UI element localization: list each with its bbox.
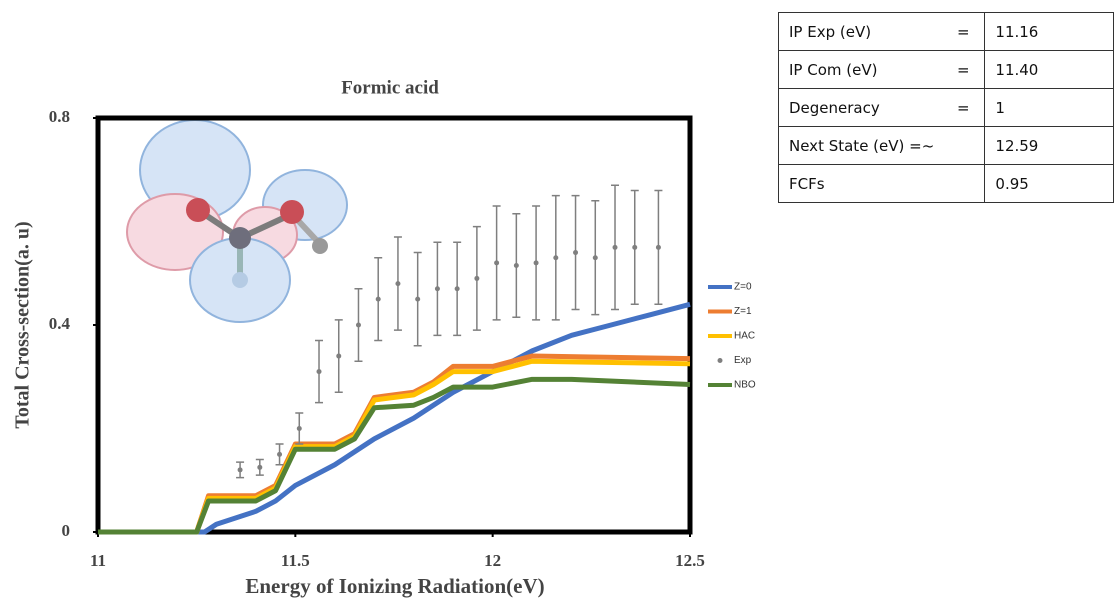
legend-label: Z=0: [734, 282, 752, 293]
x-tick-label: 12: [484, 551, 501, 570]
row-value: 11.40: [985, 51, 1114, 89]
data-point: [415, 297, 420, 302]
table-row: IP Com (eV) = 11.40: [779, 51, 1114, 89]
y-tick-label: 0.4: [49, 314, 71, 333]
y-axis-label: Total Cross-section(a. u): [12, 221, 34, 428]
data-point: [238, 467, 243, 472]
x-tick-label: 11.5: [281, 551, 310, 570]
atom: [229, 227, 251, 249]
table-cell: IP Exp (eV) =: [779, 13, 985, 51]
x-axis-label: Energy of Ionizing Radiation(eV): [245, 574, 544, 598]
data-point: [514, 263, 519, 268]
table-row: IP Exp (eV) = 11.16: [779, 13, 1114, 51]
equals-sign: =: [957, 99, 970, 117]
series-line: [98, 361, 690, 532]
data-point: [494, 260, 499, 265]
data-point: [317, 369, 322, 374]
table-cell: IP Com (eV) =: [779, 51, 985, 89]
series-line: [98, 304, 690, 532]
data-point: [435, 286, 440, 291]
data-point: [613, 245, 618, 250]
row-value: 0.95: [985, 165, 1114, 203]
legend-label: HAC: [734, 331, 755, 342]
equals-sign: =: [957, 23, 970, 41]
data-point: [297, 426, 302, 431]
data-point: [257, 465, 262, 470]
atom: [280, 200, 304, 224]
data-point: [376, 297, 381, 302]
data-point: [534, 260, 539, 265]
row-label: IP Exp (eV): [789, 23, 871, 41]
data-point: [573, 250, 578, 255]
y-tick-label: 0.8: [49, 107, 70, 126]
legend-label: Exp: [734, 355, 752, 366]
table-cell: FCFs: [779, 165, 985, 203]
table-row: FCFs 0.95: [779, 165, 1114, 203]
x-tick-label: 12.5: [675, 551, 705, 570]
y-tick-label: 0: [62, 521, 71, 540]
data-point: [455, 286, 460, 291]
table-row: Next State (eV) =~ 12.59: [779, 127, 1114, 165]
data-point: [553, 255, 558, 260]
series-line: [98, 379, 690, 532]
table-cell: Degeneracy =: [779, 89, 985, 127]
data-point: [336, 354, 341, 359]
chart: Formic acid Energy of Ionizing Radiation…: [0, 0, 760, 600]
legend-label: Z=1: [734, 306, 752, 317]
table-row: Degeneracy = 1: [779, 89, 1114, 127]
x-tick-label: 11: [90, 551, 106, 570]
molecule-illustration: [127, 120, 347, 322]
data-point: [632, 245, 637, 250]
chart-title: Formic acid: [341, 77, 439, 98]
row-label: Next State (eV) =~: [789, 137, 934, 155]
legend-label: NBO: [734, 380, 756, 391]
row-value: 12.59: [985, 127, 1114, 165]
row-label: FCFs: [789, 175, 825, 193]
row-label: IP Com (eV): [789, 61, 877, 79]
data-point: [474, 276, 479, 281]
table-cell: Next State (eV) =~: [779, 127, 985, 165]
row-value: 11.16: [985, 13, 1114, 51]
row-value: 1: [985, 89, 1114, 127]
legend-marker: [718, 358, 723, 363]
data-point: [356, 323, 361, 328]
data-point: [656, 245, 661, 250]
data-point: [277, 452, 282, 457]
row-label: Degeneracy: [789, 99, 880, 117]
atom: [186, 198, 210, 222]
data-point: [593, 255, 598, 260]
atom: [232, 272, 248, 288]
data-point: [395, 281, 400, 286]
equals-sign: =: [957, 61, 970, 79]
page: Formic acid Energy of Ionizing Radiation…: [0, 0, 1114, 600]
atom: [312, 238, 328, 254]
